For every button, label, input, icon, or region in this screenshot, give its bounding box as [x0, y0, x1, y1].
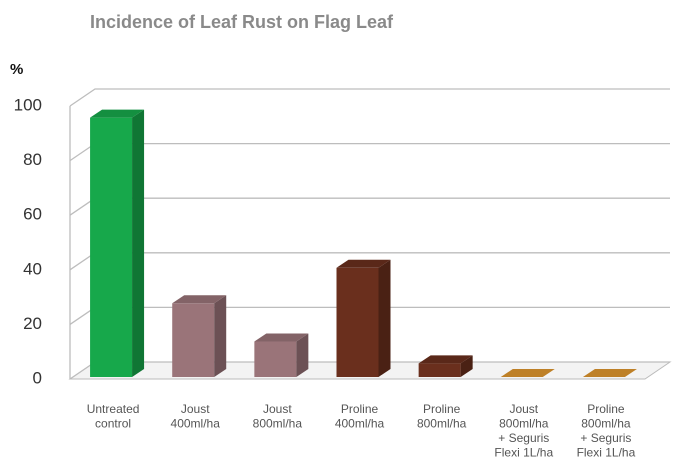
grid-line — [69, 197, 670, 216]
bar-front — [418, 363, 461, 377]
bar-top — [254, 333, 309, 342]
bar-side — [378, 259, 391, 377]
bar-top — [418, 355, 473, 364]
bar-top — [500, 369, 555, 377]
x-tick-label: Joust 800ml/ha — [253, 402, 303, 431]
bar-front — [90, 117, 133, 378]
y-axis-label: % — [10, 61, 23, 78]
x-tick-label: Proline 800ml/ha + Seguris Flexi 1L/ha — [577, 402, 636, 460]
x-tick-label: Joust 400ml/ha — [171, 402, 221, 431]
chart-title: Incidence of Leaf Rust on Flag Leaf — [90, 12, 394, 32]
bar-front — [336, 267, 379, 377]
bar-side — [132, 109, 145, 378]
bar-top — [172, 295, 227, 304]
bar-side — [296, 333, 309, 377]
y-tick-label: 20 — [23, 314, 42, 333]
bar-side — [214, 295, 227, 377]
grid-line — [69, 142, 670, 162]
x-tick-label: Proline 400ml/ha — [335, 402, 385, 431]
y-tick-label: 80 — [23, 150, 42, 169]
bar-top — [336, 259, 391, 268]
x-tick-label: Proline 800ml/ha — [417, 402, 467, 431]
x-tick-label: Untreated control — [87, 402, 140, 431]
bar-top — [582, 369, 637, 377]
bar-top — [90, 109, 145, 118]
y-tick-label: 60 — [23, 205, 42, 224]
y-tick-label: 40 — [23, 259, 42, 278]
bar-front — [172, 303, 215, 377]
y-tick-label: 100 — [14, 95, 42, 114]
grid-line — [69, 88, 670, 107]
bar-front — [254, 341, 297, 377]
x-tick-label: Joust 800ml/ha + Seguris Flexi 1L/ha — [494, 402, 553, 460]
y-tick-label: 0 — [33, 368, 42, 387]
bar-side — [460, 355, 473, 377]
